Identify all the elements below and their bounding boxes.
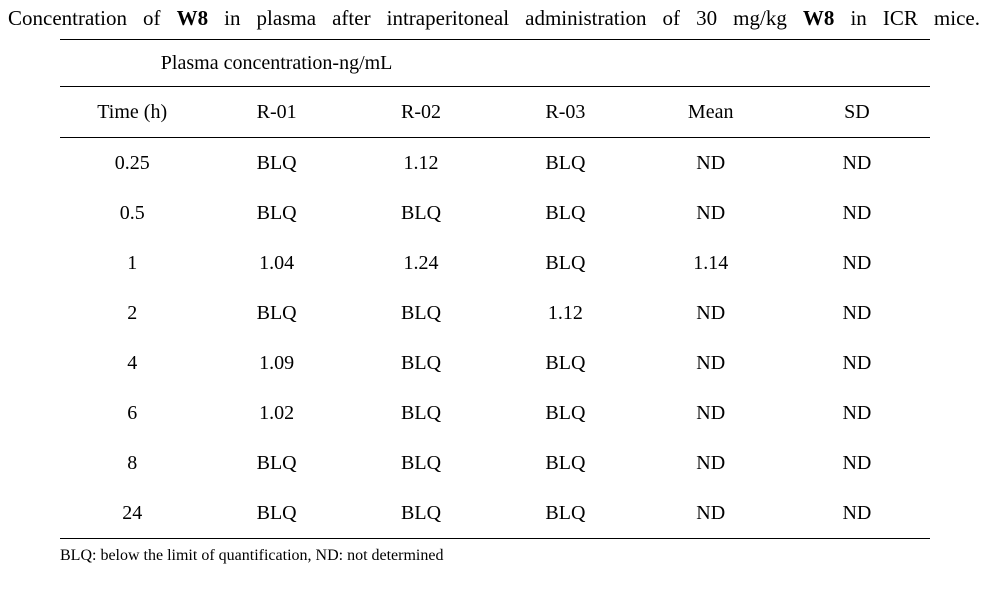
cell-sd: ND: [784, 388, 930, 438]
table-row: 0.5 BLQ BLQ BLQ ND ND: [60, 188, 930, 238]
col-header-r03: R-03: [493, 87, 637, 138]
cell-r02: BLQ: [349, 488, 493, 539]
caption-seg2: in plasma after intraperitoneal administ…: [208, 6, 803, 30]
table-row: 8 BLQ BLQ BLQ ND ND: [60, 438, 930, 488]
table-row: 0.25 BLQ 1.12 BLQ ND ND: [60, 138, 930, 189]
cell-time: 6: [60, 388, 204, 438]
col-header-r02: R-02: [349, 87, 493, 138]
caption-seg3: in ICR mice.: [834, 6, 980, 30]
cell-mean: ND: [638, 138, 784, 189]
table-super-header-blank: [493, 40, 930, 87]
col-header-time: Time (h): [60, 87, 204, 138]
table-footnote: BLQ: below the limit of quantification, …: [60, 547, 988, 565]
cell-r03: BLQ: [493, 338, 637, 388]
caption-bold1: W8: [177, 6, 209, 30]
cell-r02: BLQ: [349, 188, 493, 238]
table-caption: Concentration of W8 in plasma after intr…: [0, 6, 988, 31]
cell-mean: ND: [638, 388, 784, 438]
cell-r01: 1.09: [204, 338, 348, 388]
col-header-sd: SD: [784, 87, 930, 138]
table-row: 1 1.04 1.24 BLQ 1.14 ND: [60, 238, 930, 288]
cell-r02: BLQ: [349, 388, 493, 438]
cell-sd: ND: [784, 238, 930, 288]
table-super-header-row: Plasma concentration-ng/mL: [60, 40, 930, 87]
table-row: 6 1.02 BLQ BLQ ND ND: [60, 388, 930, 438]
table-row: 2 BLQ BLQ 1.12 ND ND: [60, 288, 930, 338]
cell-r03: BLQ: [493, 138, 637, 189]
cell-r02: BLQ: [349, 288, 493, 338]
cell-time: 0.25: [60, 138, 204, 189]
cell-time: 8: [60, 438, 204, 488]
cell-time: 1: [60, 238, 204, 288]
cell-time: 0.5: [60, 188, 204, 238]
table-header-row: Time (h) R-01 R-02 R-03 Mean SD: [60, 87, 930, 138]
cell-r03: BLQ: [493, 188, 637, 238]
cell-r03: BLQ: [493, 238, 637, 288]
cell-sd: ND: [784, 488, 930, 539]
cell-r01: 1.04: [204, 238, 348, 288]
cell-time: 2: [60, 288, 204, 338]
cell-r02: BLQ: [349, 438, 493, 488]
cell-r02: 1.12: [349, 138, 493, 189]
cell-r01: BLQ: [204, 138, 348, 189]
col-header-mean: Mean: [638, 87, 784, 138]
cell-r01: BLQ: [204, 288, 348, 338]
cell-time: 4: [60, 338, 204, 388]
caption-bold2: W8: [803, 6, 835, 30]
table-row: 24 BLQ BLQ BLQ ND ND: [60, 488, 930, 539]
page: Concentration of W8 in plasma after intr…: [0, 0, 988, 565]
cell-r01: 1.02: [204, 388, 348, 438]
cell-mean: ND: [638, 338, 784, 388]
cell-mean: ND: [638, 288, 784, 338]
cell-time: 24: [60, 488, 204, 539]
cell-mean: 1.14: [638, 238, 784, 288]
table-row: 4 1.09 BLQ BLQ ND ND: [60, 338, 930, 388]
cell-r03: BLQ: [493, 488, 637, 539]
cell-sd: ND: [784, 188, 930, 238]
cell-r01: BLQ: [204, 438, 348, 488]
cell-r02: 1.24: [349, 238, 493, 288]
table-body: 0.25 BLQ 1.12 BLQ ND ND 0.5 BLQ BLQ BLQ …: [60, 138, 930, 539]
cell-r02: BLQ: [349, 338, 493, 388]
cell-r01: BLQ: [204, 188, 348, 238]
cell-r03: BLQ: [493, 388, 637, 438]
cell-mean: ND: [638, 188, 784, 238]
cell-sd: ND: [784, 438, 930, 488]
cell-mean: ND: [638, 438, 784, 488]
cell-r03: BLQ: [493, 438, 637, 488]
cell-r03: 1.12: [493, 288, 637, 338]
table-container: Plasma concentration-ng/mL Time (h) R-01…: [60, 39, 930, 539]
caption-seg1: Concentration of: [8, 6, 177, 30]
cell-r01: BLQ: [204, 488, 348, 539]
cell-sd: ND: [784, 288, 930, 338]
cell-sd: ND: [784, 138, 930, 189]
col-header-r01: R-01: [204, 87, 348, 138]
cell-mean: ND: [638, 488, 784, 539]
table-super-header: Plasma concentration-ng/mL: [60, 40, 493, 87]
cell-sd: ND: [784, 338, 930, 388]
plasma-concentration-table: Plasma concentration-ng/mL Time (h) R-01…: [60, 39, 930, 539]
